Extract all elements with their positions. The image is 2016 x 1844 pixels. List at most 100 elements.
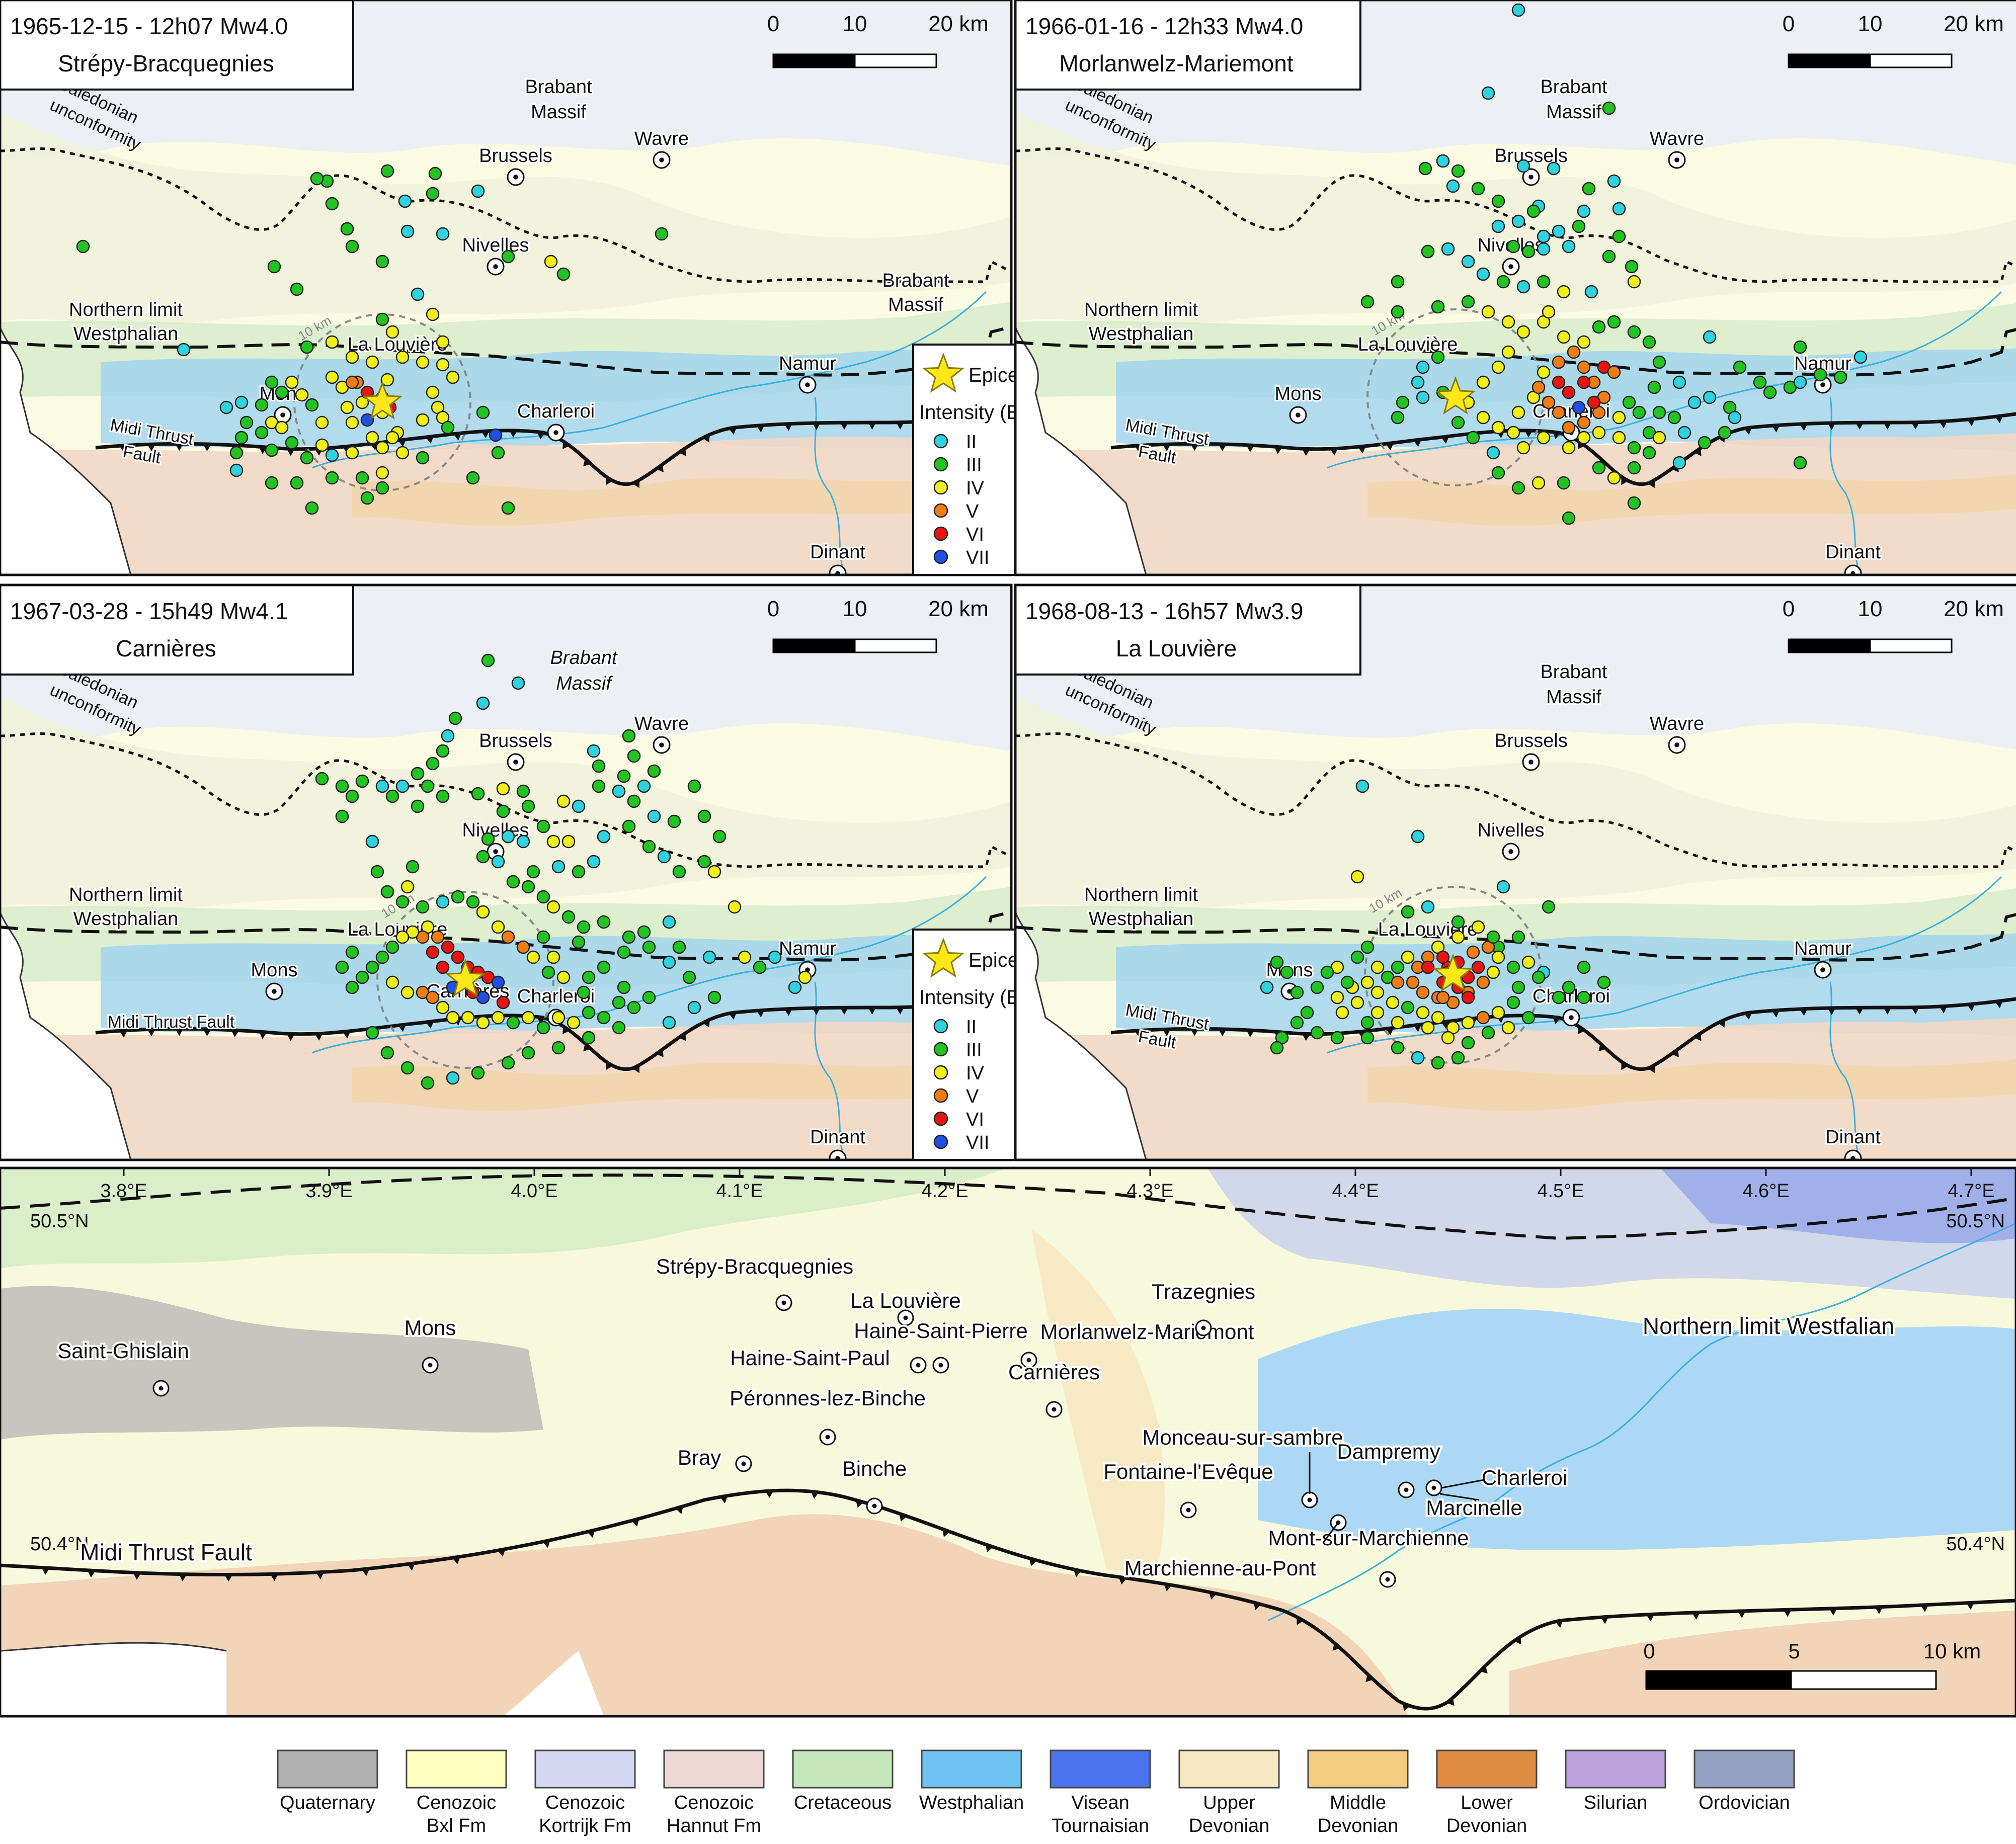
intensity-point — [481, 653, 495, 667]
legend-star-icon — [922, 352, 965, 393]
latitude-label-west: 50.5°N — [30, 1211, 89, 1232]
longitude-label: 4.5°E — [1537, 1181, 1584, 1202]
intensity-point — [1501, 1021, 1515, 1035]
place-label: Brabant — [525, 76, 592, 98]
place-label: Massif — [1546, 102, 1601, 123]
scale-bar-white — [1869, 53, 1953, 68]
intensity-point — [265, 375, 279, 389]
intensity-point — [448, 711, 462, 725]
intensity-point — [597, 1011, 611, 1025]
intensity-point — [315, 415, 329, 430]
westfalian-limit-label: Northern limit Westfalian — [1643, 1313, 1894, 1339]
longitude-label: 4.1°E — [716, 1181, 763, 1202]
middle-devonian-band — [1367, 474, 2016, 526]
middle-devonian-band — [352, 1058, 1011, 1111]
thrust-tooth — [1883, 1008, 1892, 1015]
intensity-point — [506, 1016, 520, 1030]
intensity-point — [421, 779, 435, 793]
thrust-tooth — [1578, 1026, 1585, 1035]
intensity-point — [395, 446, 410, 460]
thrust-tooth — [1218, 1029, 1227, 1037]
intensity-point — [300, 451, 314, 465]
intensity-point — [1476, 975, 1490, 989]
thrust-tooth — [1621, 476, 1629, 485]
scale-bar-white — [854, 638, 937, 653]
intensity-point — [1718, 426, 1732, 440]
thrust-tooth — [342, 1031, 351, 1039]
intensity-point — [1418, 161, 1432, 176]
thrust-tooth — [1524, 430, 1533, 438]
thrust-tooth — [812, 423, 821, 430]
intensity-point — [1511, 3, 1525, 17]
place-label: Massif — [556, 673, 613, 694]
town-label: Fontaine-l'Evêque — [1103, 1460, 1273, 1483]
intensity-point — [1577, 375, 1591, 389]
legend-swatch — [933, 1065, 948, 1080]
intensity-point — [385, 431, 399, 445]
intensity-point — [1627, 325, 1641, 339]
panel-frame — [1014, 583, 2016, 1161]
intensity-point — [481, 832, 495, 846]
scale-label: 0 — [767, 12, 779, 36]
city-dot-icon — [1528, 760, 1534, 765]
thrust-tooth — [784, 1009, 792, 1016]
city-dot-icon — [428, 1363, 433, 1368]
city-icon — [1814, 961, 1832, 979]
intensity-point — [1461, 295, 1475, 309]
intensity-point — [355, 471, 369, 485]
intensity-point — [617, 980, 631, 994]
intensity-point — [1491, 219, 1505, 233]
intensity-point — [546, 950, 560, 964]
intensity-point — [219, 400, 233, 414]
scale-bar-black — [1645, 1670, 1792, 1690]
town-label: Haine-Saint-Paul — [730, 1346, 890, 1370]
intensity-point — [436, 895, 450, 909]
intensity-point — [1270, 1041, 1284, 1055]
thrust-tooth — [562, 1026, 570, 1035]
intensity-point — [375, 441, 389, 455]
panel-frame — [1014, 0, 2016, 576]
intensity-point — [541, 965, 555, 979]
intensity-point — [1491, 950, 1505, 964]
thrust-tooth — [1413, 1024, 1422, 1032]
intensity-point — [612, 784, 626, 798]
city-icon — [1844, 564, 1862, 575]
town-label: Strépy-Bracquegnies — [656, 1254, 853, 1278]
intensity-point — [466, 471, 480, 485]
town-icon — [775, 1294, 792, 1311]
intensity-point — [325, 471, 339, 485]
thrust-tooth — [1646, 1614, 1655, 1622]
bottom-map-body: 3.8°E 3.9°E 4.0°E 4.1°E 4.2°E 4.3°E 4.4°E 4.5°E… — [0, 1168, 2016, 1716]
intensity-point — [582, 1005, 596, 1020]
intensity-point — [501, 1056, 515, 1070]
intensity-point — [1577, 431, 1591, 445]
thrust-tooth — [119, 445, 128, 453]
intensity-point — [471, 184, 485, 198]
panel-frame — [0, 0, 1013, 576]
intensity-point — [491, 446, 505, 460]
city-dot-icon — [1404, 1487, 1409, 1492]
thrust-tooth — [287, 1034, 295, 1041]
city-dot-icon — [493, 849, 498, 854]
intensity-point — [1451, 915, 1465, 929]
intensity-point — [1572, 219, 1586, 233]
intensity-point — [1491, 1005, 1505, 1020]
legend-swatch — [933, 457, 948, 472]
city-label: Nivelles — [462, 235, 529, 256]
intensity-point — [345, 446, 359, 460]
intensity-point — [1476, 1011, 1490, 1025]
thrust-tooth — [1648, 1065, 1655, 1073]
intensity-point — [612, 995, 626, 1010]
intensity-point — [1466, 431, 1480, 445]
thrust-tooth — [1995, 415, 2003, 424]
intensity-point — [642, 990, 656, 1004]
place-label: Brabant — [550, 647, 618, 668]
city-dot-icon — [659, 157, 664, 162]
geology-swatch — [406, 1749, 507, 1789]
intensity-point — [1355, 779, 1369, 793]
thrust-tooth — [259, 1032, 267, 1039]
intensity-point — [501, 501, 515, 515]
legend-class-label: II — [966, 432, 977, 453]
